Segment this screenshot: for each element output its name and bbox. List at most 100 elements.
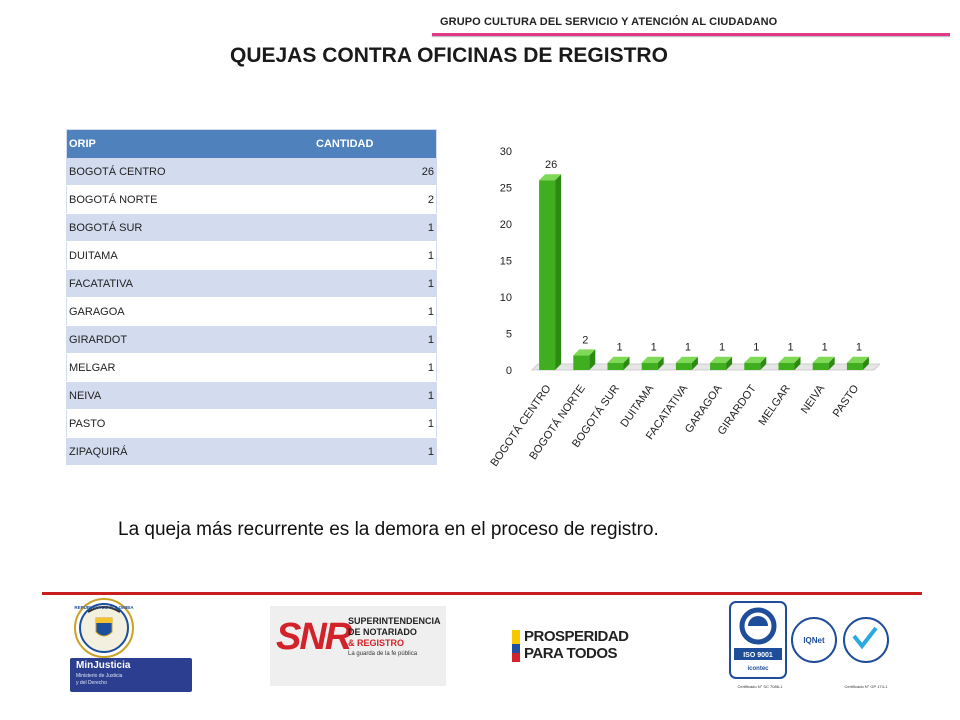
table-row: GARAGOA 1 — [66, 297, 437, 326]
bar-front — [812, 362, 829, 370]
y-tick-label: 20 — [500, 219, 512, 231]
table-cell-orip: GARAGOA — [66, 297, 316, 326]
table-cell-orip: MELGAR — [66, 353, 316, 382]
bar-side — [623, 356, 630, 370]
bar-front — [778, 362, 795, 370]
snr-mark: SNR — [276, 616, 352, 658]
header-divider — [432, 33, 950, 36]
bar-front — [641, 362, 658, 370]
table-cell-orip: BOGOTÁ CENTRO — [66, 158, 316, 186]
bar-side — [794, 356, 801, 370]
bar-front — [539, 180, 556, 370]
table-row: GIRARDOT 1 — [66, 325, 437, 354]
chart-bar — [539, 174, 562, 370]
category-label: PASTO — [831, 382, 862, 419]
certification-seals-icon: ISO 9001 icontec IQNet Certificado N° SC… — [729, 601, 889, 689]
table-header-cantidad: CANTIDAD — [316, 129, 437, 158]
chart-bar — [846, 356, 869, 370]
chart-bar — [607, 356, 630, 370]
table-cell-cantidad: 1 — [316, 381, 437, 410]
y-tick-label: 30 — [500, 146, 512, 158]
bar-top — [539, 174, 562, 181]
seal-text: REPÚBLICA DE COLOMBIA — [74, 604, 134, 610]
minjusticia-sub1: Ministerio de Justicia — [76, 673, 123, 679]
data-label: 1 — [616, 342, 622, 354]
bar-front — [607, 362, 624, 370]
bar-front — [744, 362, 761, 370]
category-label: DUITAMA — [618, 382, 656, 429]
summary-note: La queja más recurrente es la demora en … — [118, 519, 659, 540]
table-cell-cantidad: 1 — [316, 213, 437, 242]
minjusticia-name: MinJusticia — [76, 660, 131, 671]
icontec-label: icontec — [747, 666, 769, 672]
bar-top — [607, 356, 630, 363]
minjusticia-banner: MinJusticia Ministerio de Justicia y del… — [70, 658, 192, 692]
table-cell-cantidad: 26 — [316, 158, 437, 186]
colombia-flag-icon — [512, 630, 520, 662]
bar-top — [573, 349, 596, 356]
table-header-row: ORIP CANTIDAD — [66, 129, 437, 158]
category-label: BOGOTÁ CENTRO — [488, 382, 554, 469]
table-row: DUITAMA 1 — [66, 241, 437, 270]
table-row: MELGAR 1 — [66, 353, 437, 382]
data-label: 1 — [856, 342, 862, 354]
y-tick-label: 25 — [500, 183, 512, 195]
category-label: NEIVA — [799, 382, 828, 416]
iqnet-label: IQNet — [803, 636, 825, 645]
data-label: 1 — [719, 342, 725, 354]
minjusticia-sub2: y del Derecho — [76, 680, 107, 686]
table-row: FACATATIVA 1 — [66, 269, 437, 298]
iso-label: ISO 9001 — [743, 652, 773, 659]
chart-bar — [573, 349, 596, 370]
table-row: NEIVA 1 — [66, 381, 437, 410]
bar-top — [778, 356, 801, 363]
chart-bar — [778, 356, 801, 370]
table-cell-cantidad: 1 — [316, 409, 437, 438]
table-row: BOGOTÁ SUR 1 — [66, 213, 437, 242]
category-label: MELGAR — [756, 383, 793, 428]
bar-front — [675, 362, 692, 370]
y-tick-label: 10 — [500, 292, 512, 304]
table-cell-cantidad: 1 — [316, 297, 437, 326]
bar-side — [760, 356, 767, 370]
table-body: BOGOTÁ CENTRO 26 BOGOTÁ NORTE 2 BOGOTÁ SUR 1 D… — [66, 158, 437, 466]
bar-top — [641, 356, 664, 363]
table-cell-orip: NEIVA — [66, 381, 316, 410]
data-label: 2 — [582, 334, 588, 346]
bar-top — [812, 356, 835, 363]
bar-side — [589, 349, 596, 370]
bar-top — [846, 356, 869, 363]
table-header-orip: ORIP — [66, 129, 316, 158]
page-title: QUEJAS CONTRA OFICINAS DE REGISTRO — [230, 44, 668, 67]
bar-side — [862, 356, 869, 370]
table-cell-cantidad: 1 — [316, 269, 437, 298]
table-cell-orip: ZIPAQUIRÁ — [66, 437, 316, 466]
bar-side — [828, 356, 835, 370]
data-label: 1 — [685, 342, 691, 354]
snr-logo: SNR SUPERINTENDENCIA DE NOTARIADO & REGI… — [270, 606, 446, 686]
table-cell-orip: PASTO — [66, 409, 316, 438]
prosperidad-logo: PROSPERIDAD PARA TODOS — [512, 626, 644, 666]
data-label: 1 — [822, 342, 828, 354]
footer-divider — [42, 592, 922, 595]
snr-line2: DE NOTARIADO — [348, 627, 417, 637]
table-row: ZIPAQUIRÁ 1 — [66, 437, 437, 466]
data-label: 1 — [651, 342, 657, 354]
minjusticia-logo: REPÚBLICA DE COLOMBIA MinJusticia Minist… — [66, 598, 194, 694]
table-cell-cantidad: 1 — [316, 437, 437, 466]
table-cell-cantidad: 1 — [316, 353, 437, 382]
bar-side — [691, 356, 698, 370]
snr-tagline: La guarda de la fe pública — [348, 651, 418, 657]
data-label: 1 — [787, 342, 793, 354]
y-tick-label: 0 — [506, 365, 512, 377]
chart-bar — [675, 356, 698, 370]
data-label: 1 — [753, 342, 759, 354]
table-row: BOGOTÁ CENTRO 26 — [66, 158, 437, 186]
data-table: ORIP CANTIDAD BOGOTÁ CENTRO 26 BOGOTÁ NORT… — [66, 129, 437, 466]
table-cell-cantidad: 1 — [316, 325, 437, 354]
header-text: GRUPO CULTURA DEL SERVICIO Y ATENCIÓN AL… — [440, 16, 778, 28]
bar-front — [710, 362, 727, 370]
bar-top — [744, 356, 767, 363]
chart-bar — [641, 356, 664, 370]
